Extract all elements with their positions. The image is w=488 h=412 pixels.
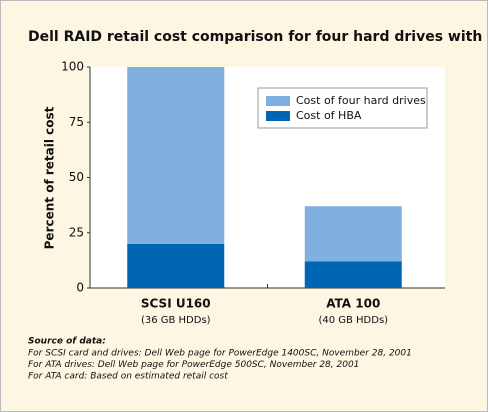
y-tick-label: 100 (61, 60, 84, 74)
source-title: Source of data: (28, 337, 106, 347)
y-tick-label: 0 (76, 281, 84, 295)
y-tick-label: 50 (69, 170, 84, 184)
legend-swatch (266, 96, 290, 106)
legend-label: Cost of HBA (296, 109, 362, 122)
bar-segment (127, 67, 225, 244)
chart-title: Dell RAID retail cost comparison for fou… (28, 29, 488, 45)
x-tick-label: ATA 100 (326, 297, 380, 311)
source-note: For ATA card: Based on estimated retail … (28, 372, 228, 382)
legend-box (257, 87, 428, 129)
x-tick-label: SCSI U160 (141, 297, 211, 311)
legend-label: Cost of four hard drives (296, 94, 426, 107)
bar-segment (304, 206, 402, 262)
category-note: (36 GB HDDs) (141, 315, 211, 326)
y-axis-label: Percent of retail cost (43, 106, 57, 249)
legend-swatch (266, 111, 290, 121)
category-note: (40 GB HDDs) (318, 315, 388, 326)
y-tick-label: 75 (69, 115, 84, 129)
source-note: For ATA drives: Dell Web page for PowerE… (28, 360, 359, 370)
bar-segment (127, 243, 225, 288)
source-note: For SCSI card and drives: Dell Web page … (28, 349, 412, 359)
bar-segment (304, 261, 402, 288)
y-tick-label: 25 (69, 225, 84, 239)
